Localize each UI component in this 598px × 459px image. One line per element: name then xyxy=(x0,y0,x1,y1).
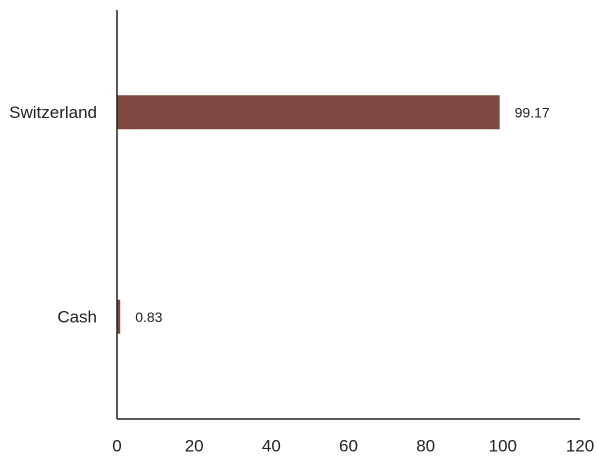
x-tick-labels: 0 20 40 60 80 100 120 xyxy=(112,437,594,456)
x-tick-label-120: 120 xyxy=(566,437,594,456)
x-tick-label-20: 20 xyxy=(185,437,204,456)
x-tick-label-40: 40 xyxy=(262,437,281,456)
x-tick-label-60: 60 xyxy=(339,437,358,456)
axes-layer xyxy=(116,10,580,420)
x-tick-label-80: 80 xyxy=(416,437,435,456)
data-label-switzerland: 99.17 xyxy=(515,104,550,120)
x-tick-label-100: 100 xyxy=(489,437,517,456)
category-label-switzerland: Switzerland xyxy=(9,103,97,122)
x-tick-label-0: 0 xyxy=(112,437,121,456)
category-label-cash: Cash xyxy=(57,307,97,326)
data-label-cash: 0.83 xyxy=(135,309,162,325)
bar-cash xyxy=(117,299,121,334)
labels-layer: Switzerland 99.17 Cash 0.83 xyxy=(9,103,550,327)
bars-layer xyxy=(117,95,500,334)
bar-switzerland xyxy=(117,95,500,130)
